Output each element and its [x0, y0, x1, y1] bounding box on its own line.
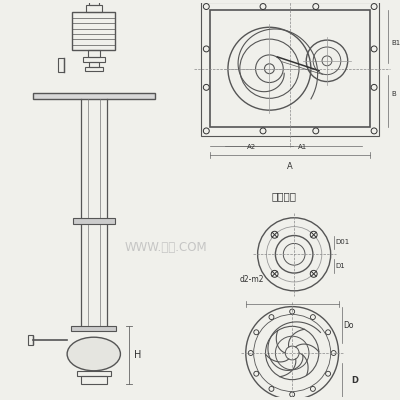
- Bar: [89, 0, 99, 4]
- Text: B1: B1: [391, 40, 400, 46]
- Circle shape: [254, 371, 259, 376]
- Bar: [28, 335, 32, 345]
- Circle shape: [203, 4, 209, 10]
- Text: D: D: [351, 376, 358, 385]
- Circle shape: [248, 350, 253, 356]
- Circle shape: [331, 350, 336, 356]
- Bar: [32, 93, 155, 99]
- Bar: [88, 50, 100, 57]
- Text: 出口法兰: 出口法兰: [272, 191, 297, 201]
- Bar: [86, 4, 102, 12]
- Text: WWW.泵阀.COM: WWW.泵阀.COM: [124, 241, 207, 254]
- Bar: [77, 371, 110, 376]
- Circle shape: [313, 128, 319, 134]
- Ellipse shape: [67, 337, 120, 371]
- Bar: [210, 10, 370, 127]
- Text: D1: D1: [336, 263, 345, 269]
- Bar: [83, 57, 105, 62]
- Circle shape: [326, 371, 330, 376]
- Text: A1: A1: [298, 144, 308, 150]
- Circle shape: [203, 128, 209, 134]
- Circle shape: [310, 231, 317, 238]
- Bar: [89, 62, 99, 67]
- Circle shape: [203, 84, 209, 90]
- Bar: [58, 58, 64, 72]
- Text: H: H: [134, 350, 142, 360]
- Circle shape: [290, 309, 295, 314]
- Circle shape: [326, 330, 330, 335]
- Bar: [85, 67, 103, 71]
- Bar: [71, 326, 116, 331]
- Bar: [81, 376, 107, 384]
- Circle shape: [260, 4, 266, 10]
- Circle shape: [203, 46, 209, 52]
- Text: B: B: [391, 91, 396, 97]
- Text: D01: D01: [336, 240, 350, 246]
- Circle shape: [269, 386, 274, 391]
- Circle shape: [254, 330, 259, 335]
- Circle shape: [269, 315, 274, 320]
- Bar: [73, 218, 114, 224]
- Circle shape: [310, 315, 315, 320]
- Circle shape: [371, 46, 377, 52]
- Circle shape: [290, 392, 295, 397]
- Circle shape: [313, 4, 319, 10]
- Circle shape: [271, 231, 278, 238]
- Bar: [201, 2, 379, 136]
- Circle shape: [260, 128, 266, 134]
- Circle shape: [310, 386, 315, 391]
- Text: d2-m2: d2-m2: [240, 276, 264, 284]
- Text: Do: Do: [344, 321, 354, 330]
- Circle shape: [371, 4, 377, 10]
- Circle shape: [310, 270, 317, 277]
- Bar: [72, 12, 116, 50]
- Circle shape: [271, 270, 278, 277]
- Text: A: A: [287, 162, 293, 170]
- Circle shape: [371, 84, 377, 90]
- Circle shape: [371, 128, 377, 134]
- Text: A2: A2: [247, 144, 256, 150]
